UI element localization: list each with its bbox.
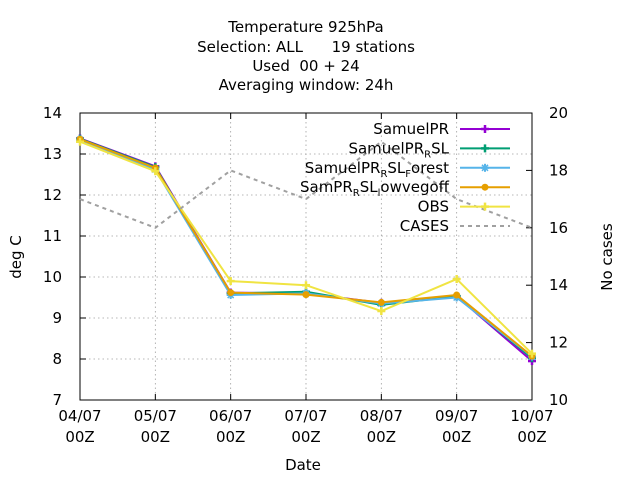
legend: SamuelPRSamuelPRRSLSamuelPRRSLForestSamP…	[300, 120, 510, 235]
grid	[80, 113, 532, 400]
data-point	[481, 183, 489, 191]
y2-tick-label: 14	[549, 276, 568, 294]
x-tick-label: 07/07	[284, 407, 327, 425]
x-tick-label-time: 00Z	[517, 428, 546, 446]
data-point	[481, 163, 489, 172]
y2-tick-label: 10	[549, 391, 568, 409]
legend-entry: SamuelPRRSL	[348, 139, 510, 160]
series-layer	[76, 134, 536, 366]
data-point	[453, 291, 461, 299]
data-point	[302, 281, 310, 290]
legend-entry: CASES	[400, 217, 510, 235]
axis-ticks: 7 8 9 10 11 12 13 14 10 12 14 16 18 20 04/07 00Z 05/07 00…	[43, 104, 568, 446]
title-line-3: Used 00 + 24	[252, 57, 359, 75]
y-tick-label: 7	[52, 391, 62, 409]
x-tick-label: 10/07	[510, 407, 553, 425]
data-point	[226, 277, 235, 286]
title-line-4: Averaging window: 24h	[219, 76, 394, 94]
y-tick-label: 8	[52, 350, 62, 368]
legend-label: CASES	[400, 217, 449, 235]
data-point	[151, 167, 160, 176]
y-tick-label: 12	[43, 186, 62, 204]
y-tick-label: 10	[43, 268, 62, 286]
legend-label: SamuelPRRSL	[348, 139, 449, 160]
data-point	[528, 349, 536, 358]
chart-title: Temperature 925hPa Selection: ALL 19 sta…	[197, 18, 415, 94]
y-tick-label: 14	[43, 104, 62, 122]
legend-label: OBS	[418, 198, 449, 216]
data-point	[481, 125, 489, 133]
x-tick-label: 05/07	[134, 407, 177, 425]
legend-label: SamuelPR	[373, 120, 449, 138]
x-tick-label-time: 00Z	[367, 428, 396, 446]
x-tick-label-time: 00Z	[216, 428, 245, 446]
series-cases	[79, 140, 533, 229]
x-tick-label-time: 00Z	[141, 428, 170, 446]
y2-axis-label: No cases	[598, 223, 616, 291]
y-tick-label: 11	[43, 227, 62, 245]
title-line-1: Temperature 925hPa	[227, 18, 384, 36]
x-tick-label-time: 00Z	[442, 428, 471, 446]
x-tick-label: 06/07	[209, 407, 252, 425]
data-point	[227, 289, 235, 297]
legend-label: SamuelPRRSLForest	[305, 159, 449, 180]
y-tick-label: 9	[52, 309, 62, 327]
x-tick-label: 09/07	[435, 407, 478, 425]
title-line-2: Selection: ALL 19 stations	[197, 38, 415, 56]
data-point	[377, 307, 386, 316]
y-axis-label: deg C	[7, 235, 25, 279]
legend-entry: SamuelPRRSLForest	[305, 159, 510, 180]
data-point	[481, 202, 489, 211]
y2-tick-label: 12	[549, 334, 568, 352]
y2-tick-label: 16	[549, 219, 568, 237]
x-axis-label: Date	[285, 456, 321, 474]
y2-tick-label: 20	[549, 104, 568, 122]
data-point	[302, 291, 310, 299]
series-obs	[76, 137, 536, 358]
legend-entry: SamPRRSLlowvegoff	[300, 178, 510, 199]
x-tick-label-time: 00Z	[65, 428, 94, 446]
legend-label: SamPRRSLlowvegoff	[300, 178, 450, 199]
data-point-d2	[481, 164, 489, 172]
x-tick-label: 08/07	[360, 407, 403, 425]
y2-tick-label: 18	[549, 161, 568, 179]
x-tick-label-time: 00Z	[291, 428, 320, 446]
legend-entry: OBS	[418, 198, 510, 216]
x-tick-label: 04/07	[58, 407, 101, 425]
data-point	[452, 275, 461, 284]
y-tick-label: 13	[43, 145, 62, 163]
series-line	[79, 140, 533, 229]
legend-entry: SamuelPR	[373, 120, 510, 138]
data-point	[481, 144, 489, 153]
data-point	[377, 298, 385, 306]
data-point	[76, 137, 84, 146]
